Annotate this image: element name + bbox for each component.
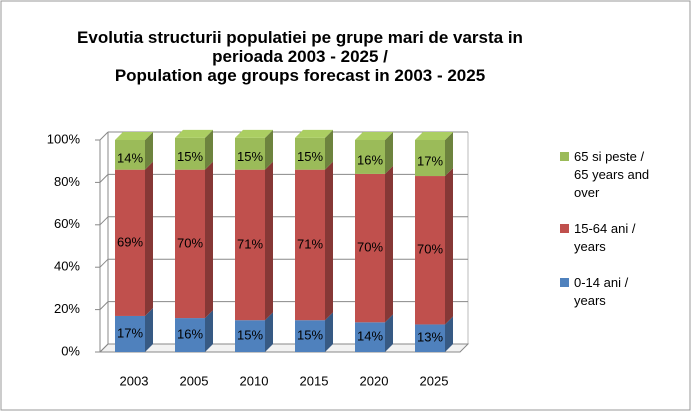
legend: 65 si peste / 65 years and over 15-64 ani… xyxy=(560,148,680,328)
bar-side xyxy=(265,129,273,170)
bar-side xyxy=(265,161,273,321)
bar-side xyxy=(325,312,333,352)
bar-segment xyxy=(355,140,385,174)
data-label: 15% xyxy=(177,149,203,164)
legend-item: 65 si peste / 65 years and over xyxy=(560,148,654,202)
data-label: 16% xyxy=(177,326,203,341)
legend-swatch xyxy=(560,224,569,233)
data-label: 70% xyxy=(357,240,383,255)
grid-line xyxy=(99,258,109,268)
data-label: 15% xyxy=(237,149,263,164)
bar-side xyxy=(445,316,453,352)
bar-segment xyxy=(355,173,385,323)
bar-segment xyxy=(115,140,145,170)
data-label: 71% xyxy=(237,236,263,251)
legend-item: 0-14 ani / years xyxy=(560,274,654,310)
bar-side xyxy=(325,129,333,170)
grid-line xyxy=(99,343,109,353)
bar-segment xyxy=(355,322,385,352)
data-label: 71% xyxy=(297,236,323,251)
bar-segment xyxy=(295,137,325,170)
floor xyxy=(98,343,470,353)
bar-side xyxy=(385,132,393,174)
legend-label: 0-14 ani / years xyxy=(574,275,629,308)
bar-segment xyxy=(415,140,445,177)
chart-title: Evolutia structurii populatiei pe grupe … xyxy=(77,28,523,66)
legend-swatch xyxy=(560,152,569,161)
data-label: 16% xyxy=(357,152,383,167)
data-label: 14% xyxy=(357,329,383,344)
bar-side xyxy=(145,161,153,316)
x-tick-label: 2010 xyxy=(240,373,269,388)
bar-segment xyxy=(115,169,145,316)
bar-side xyxy=(325,161,333,321)
bar-segment xyxy=(235,169,265,321)
x-tick-label: 2003 xyxy=(120,373,149,388)
bar-side xyxy=(205,310,213,352)
data-label: 14% xyxy=(117,150,143,165)
grid-line xyxy=(99,301,109,310)
data-label: 15% xyxy=(297,328,323,343)
data-label: 69% xyxy=(117,234,143,249)
legend-label: 65 si peste / 65 years and over xyxy=(574,149,650,200)
y-tick-label: 0% xyxy=(61,343,80,358)
data-label: 17% xyxy=(417,153,443,168)
bar-side xyxy=(385,165,393,323)
chart-subtitle: Population age groups forecast in 2003 -… xyxy=(114,66,486,85)
bar-segment xyxy=(295,169,325,321)
bar-side xyxy=(145,132,153,170)
y-tick-label: 100% xyxy=(47,131,81,146)
bar-top xyxy=(355,132,393,140)
grid-line xyxy=(99,174,109,183)
bar-side xyxy=(205,129,213,170)
legend-label: 15-64 ani / years xyxy=(574,221,636,254)
grid-line xyxy=(99,131,109,141)
data-label: 17% xyxy=(117,325,143,340)
data-label: 70% xyxy=(417,242,443,257)
bar-segment xyxy=(295,320,325,352)
legend-swatch xyxy=(560,278,569,287)
grid-line xyxy=(99,216,109,226)
bar-side xyxy=(205,161,213,319)
x-tick-label: 2005 xyxy=(180,373,209,388)
bar-segment xyxy=(415,324,445,352)
bar-side xyxy=(445,168,453,325)
bar-segment xyxy=(235,137,265,170)
legend-item: 15-64 ani / years xyxy=(560,220,654,256)
bar-side xyxy=(145,307,153,352)
bar-side xyxy=(265,312,273,352)
bar-segment xyxy=(235,320,265,352)
data-label: 15% xyxy=(297,149,323,164)
bar-side xyxy=(385,314,393,352)
bar-top xyxy=(295,129,333,138)
bar-top xyxy=(415,132,453,140)
y-tick-label: 40% xyxy=(54,259,80,274)
bar-top xyxy=(175,129,213,138)
x-tick-label: 2025 xyxy=(420,373,449,388)
bar-top xyxy=(235,129,273,138)
bar-segment xyxy=(175,318,205,352)
bar-side xyxy=(445,132,453,177)
x-tick-label: 2020 xyxy=(360,373,389,388)
y-tick-label: 20% xyxy=(54,301,80,316)
data-label: 70% xyxy=(177,235,203,250)
y-tick-label: 60% xyxy=(54,216,80,231)
bar-segment xyxy=(175,137,205,170)
bar-segment xyxy=(175,169,205,319)
bar-segment xyxy=(115,315,145,352)
bar-segment xyxy=(415,176,445,325)
data-label: 13% xyxy=(417,330,443,345)
y-tick-label: 80% xyxy=(54,174,80,189)
data-label: 15% xyxy=(237,328,263,343)
bar-top xyxy=(115,132,153,140)
x-tick-label: 2015 xyxy=(300,373,329,388)
